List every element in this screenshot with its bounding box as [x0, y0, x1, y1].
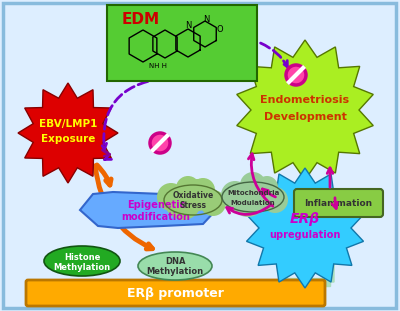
Circle shape: [221, 181, 249, 209]
Ellipse shape: [138, 252, 212, 280]
Polygon shape: [237, 40, 373, 180]
Circle shape: [165, 184, 201, 220]
Text: Epigenetic: Epigenetic: [127, 200, 185, 210]
Text: NH H: NH H: [149, 63, 167, 69]
Circle shape: [262, 187, 288, 213]
Circle shape: [191, 178, 215, 202]
Text: EBV/LMP1: EBV/LMP1: [39, 119, 97, 129]
Circle shape: [256, 176, 278, 198]
Polygon shape: [18, 83, 118, 183]
Text: Development: Development: [264, 112, 346, 122]
Polygon shape: [246, 168, 364, 288]
Text: ERβ: ERβ: [290, 212, 320, 226]
Text: Inflammation: Inflammation: [304, 198, 372, 207]
Circle shape: [286, 65, 306, 85]
Text: upregulation: upregulation: [269, 230, 341, 240]
Polygon shape: [80, 192, 216, 228]
Circle shape: [150, 133, 170, 153]
Text: Oxidative: Oxidative: [172, 192, 214, 201]
Text: Exposure: Exposure: [41, 134, 95, 144]
Ellipse shape: [44, 246, 120, 276]
FancyBboxPatch shape: [26, 280, 325, 306]
Text: Endometriosis: Endometriosis: [260, 95, 350, 105]
Text: Methylation: Methylation: [146, 267, 204, 276]
Circle shape: [230, 181, 266, 217]
Text: Mitochondria: Mitochondria: [227, 190, 279, 196]
FancyBboxPatch shape: [3, 3, 396, 308]
Text: EDM: EDM: [122, 12, 160, 27]
Text: N: N: [185, 21, 191, 30]
Text: Stress: Stress: [180, 202, 206, 211]
Text: Modulation: Modulation: [231, 200, 275, 206]
Circle shape: [157, 183, 185, 211]
Text: modification: modification: [122, 212, 190, 222]
Text: Histone: Histone: [64, 253, 100, 262]
Text: Methylation: Methylation: [54, 263, 110, 272]
FancyBboxPatch shape: [294, 189, 383, 217]
Circle shape: [247, 177, 279, 209]
FancyBboxPatch shape: [107, 5, 257, 81]
Text: N: N: [203, 16, 209, 25]
Circle shape: [200, 190, 226, 216]
Circle shape: [176, 176, 200, 200]
Circle shape: [240, 172, 266, 198]
FancyArrow shape: [280, 278, 330, 286]
FancyArrow shape: [323, 207, 337, 282]
Text: DNA: DNA: [165, 258, 185, 267]
Circle shape: [182, 179, 214, 211]
Text: ERβ promoter: ERβ promoter: [126, 286, 224, 299]
Text: O: O: [217, 26, 223, 35]
